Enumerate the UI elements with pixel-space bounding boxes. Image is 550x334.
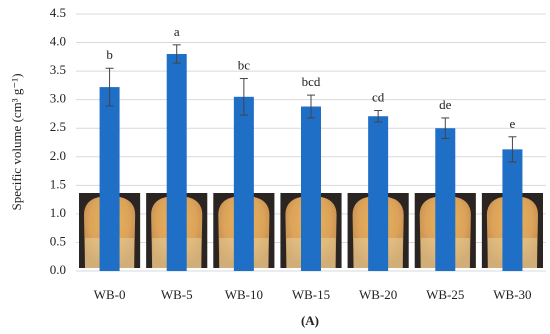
y-tick-label: 0.5: [50, 233, 66, 248]
significance-letter: de: [439, 97, 452, 112]
y-tick-label: 1.0: [50, 205, 66, 220]
x-tick-label: WB-20: [359, 287, 397, 302]
y-axis-label: Specific volume (cm³ g⁻¹): [9, 73, 24, 210]
bar: [502, 149, 523, 271]
bar: [99, 87, 120, 271]
bar: [435, 128, 456, 271]
bar: [368, 116, 389, 272]
bar: [233, 96, 254, 271]
x-tick-label: WB-30: [493, 287, 531, 302]
significance-letter: b: [106, 47, 113, 62]
y-tick-label: 4.5: [50, 5, 66, 20]
significance-letter: cd: [372, 90, 385, 105]
x-tick-label: WB-15: [292, 287, 330, 302]
significance-letter: a: [174, 24, 180, 39]
x-tick-label: WB-25: [426, 287, 464, 302]
y-tick-label: 1.5: [50, 176, 66, 191]
y-tick-label: 2.0: [50, 148, 66, 163]
y-tick-label: 3.0: [50, 91, 66, 106]
y-tick-label: 3.5: [50, 62, 66, 77]
x-tick-label: WB-10: [225, 287, 263, 302]
x-tick-label: WB-0: [94, 287, 126, 302]
x-tick-label: WB-5: [161, 287, 193, 302]
y-tick-label: 2.5: [50, 119, 66, 134]
significance-letter: e: [510, 116, 516, 131]
significance-letter: bc: [238, 58, 251, 73]
caption: (A): [301, 313, 319, 328]
y-tick-label: 0.0: [50, 262, 66, 277]
significance-letter: bcd: [302, 74, 321, 89]
bar: [301, 106, 321, 272]
bar: [166, 53, 187, 271]
y-tick-label: 4.0: [50, 34, 66, 49]
